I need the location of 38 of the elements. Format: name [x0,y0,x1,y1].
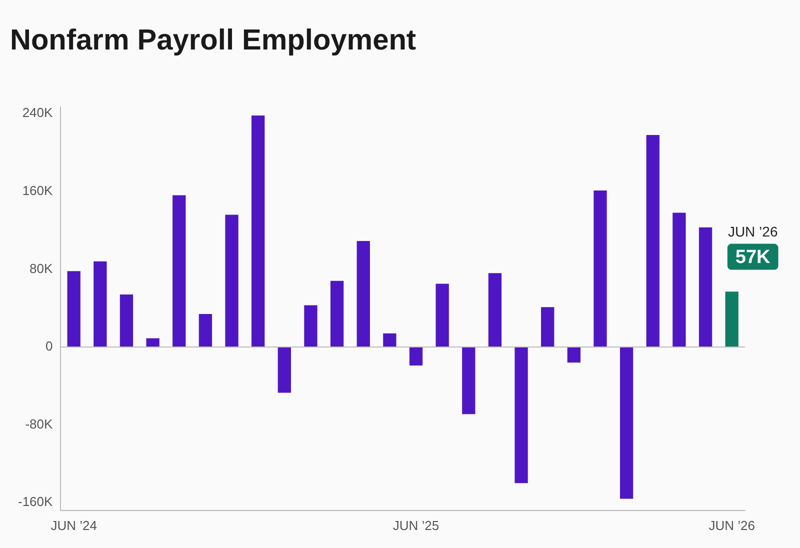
bar [488,273,502,348]
bar [120,294,134,348]
bar [94,261,107,348]
bar [67,271,80,348]
bar [252,116,265,348]
chart-title: Nonfarm Payroll Employment [10,24,416,56]
x-tick-label: JUN ’25 [392,518,440,533]
bar [725,292,738,348]
bar [594,190,607,348]
bar [436,284,449,348]
annotation: JUN ’26 [728,224,778,240]
bar [698,227,712,348]
y-tick-label: 0 [45,338,53,354]
data-label: 57K [735,247,771,268]
bar [514,347,528,484]
bar [278,347,291,393]
bar [672,212,686,348]
bar [225,214,238,348]
bar [146,338,160,348]
bar [541,307,554,348]
x-tick-label: JUN ’24 [50,518,97,533]
bar [620,347,634,499]
y-tick-label: 160K [22,182,54,198]
y-tick-label: 240K [22,105,54,120]
y-tick-label: 80K [30,260,54,276]
bar [304,305,318,348]
bar [383,333,396,348]
bar [198,314,212,348]
bar [356,241,370,348]
y-tick-label: -160K [18,494,54,510]
bar [172,195,186,348]
bar [462,347,476,414]
y-tick-label: -80K [25,416,54,432]
bar [646,135,660,348]
x-tick-label: JUN ’26 [708,518,755,533]
bar [330,280,344,348]
bar [567,347,581,363]
bar [409,347,423,366]
